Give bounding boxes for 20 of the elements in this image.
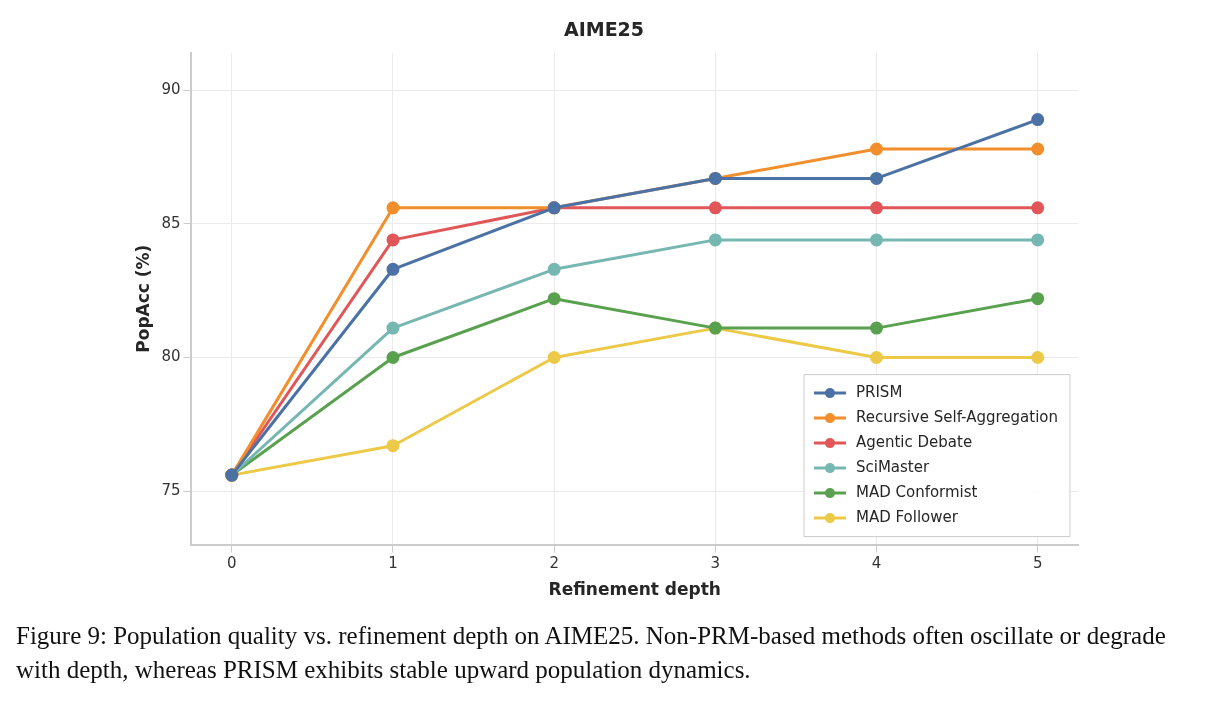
x-tick-label: 5	[1032, 554, 1043, 573]
y-tick-label: 80	[161, 347, 181, 366]
legend-label: Agentic Debate	[855, 432, 973, 451]
legend-label: SciMaster	[855, 457, 930, 476]
legend-label: MAD Conformist	[855, 482, 978, 501]
y-axis-title: PopAcc (%)	[132, 244, 153, 353]
y-tick-label: 75	[161, 481, 181, 500]
caption: Figure 9: Population quality vs. refinement depth on AIME25. Non-PRM-based methods often oscillate or degrade with depth, whereas PRISM exhibits stable upward population dynamics.	[15, 621, 1167, 685]
chart-title: AIME25	[563, 18, 645, 41]
x-axis-title: Refinement depth	[548, 579, 721, 600]
x-tick-label: 2	[549, 554, 559, 573]
x-tick-label: 3	[710, 554, 721, 573]
y-tick-label: 85	[161, 213, 181, 232]
y-tick-label: 90	[161, 80, 181, 99]
legend-label: MAD Follower	[855, 507, 959, 526]
x-tick-label: 4	[871, 554, 882, 573]
x-tick-label: 0	[227, 554, 237, 573]
legend-label: Recursive Self-Aggregation	[855, 407, 1058, 426]
x-tick-label: 1	[388, 554, 398, 573]
legend-label: PRISM	[855, 382, 903, 401]
